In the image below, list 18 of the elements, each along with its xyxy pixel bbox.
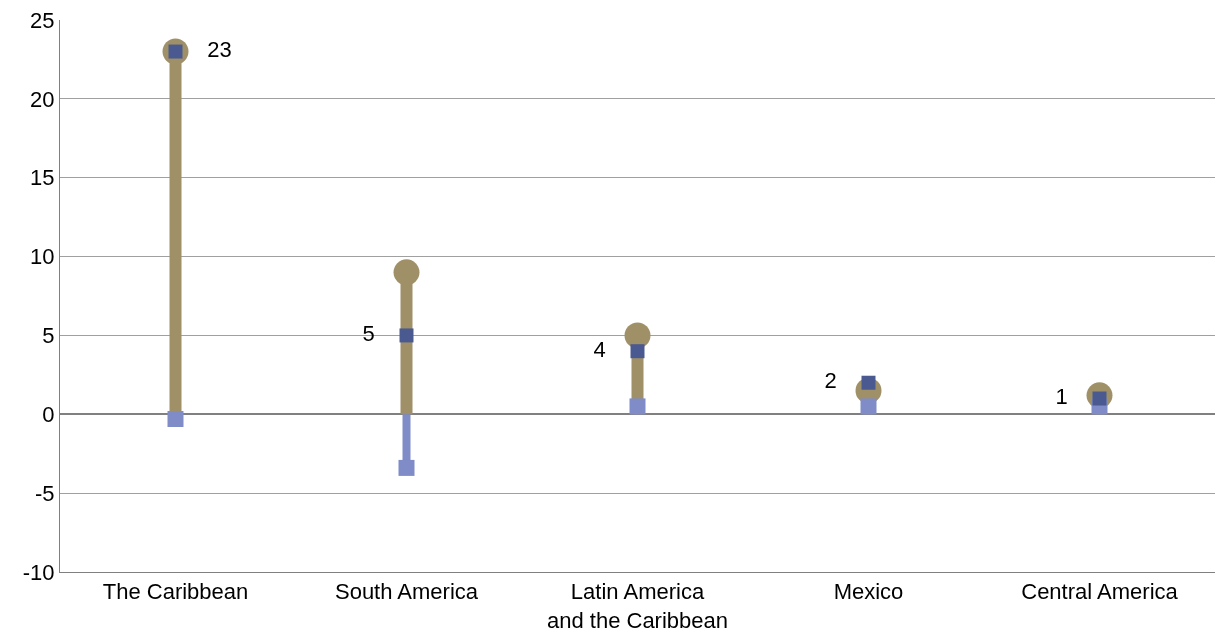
y-tick-label: 0 [42,401,55,427]
data-label: 5 [362,320,397,346]
y-tick-label: 5 [42,323,55,349]
x-tick-label: Central America [1021,579,1179,605]
data-label: 1 [1055,384,1090,410]
x-tick-label: Mexico [833,579,904,605]
data-label: 2 [824,368,859,394]
y-tick-label: 20 [30,86,55,112]
x-tick-label: South America [334,579,479,605]
y-tick-label: 25 [30,7,55,33]
x-tick-label: The Caribbean [102,579,249,605]
y-tick-label: -5 [35,480,55,506]
data-label: 4 [593,336,628,362]
y-tick-label: 10 [30,244,55,270]
x-tick-label: Latin America and the Caribbean [546,579,729,633]
y-tick-label: 15 [30,165,55,191]
y-tick-label: -10 [22,559,55,585]
data-label: 23 [185,37,232,63]
